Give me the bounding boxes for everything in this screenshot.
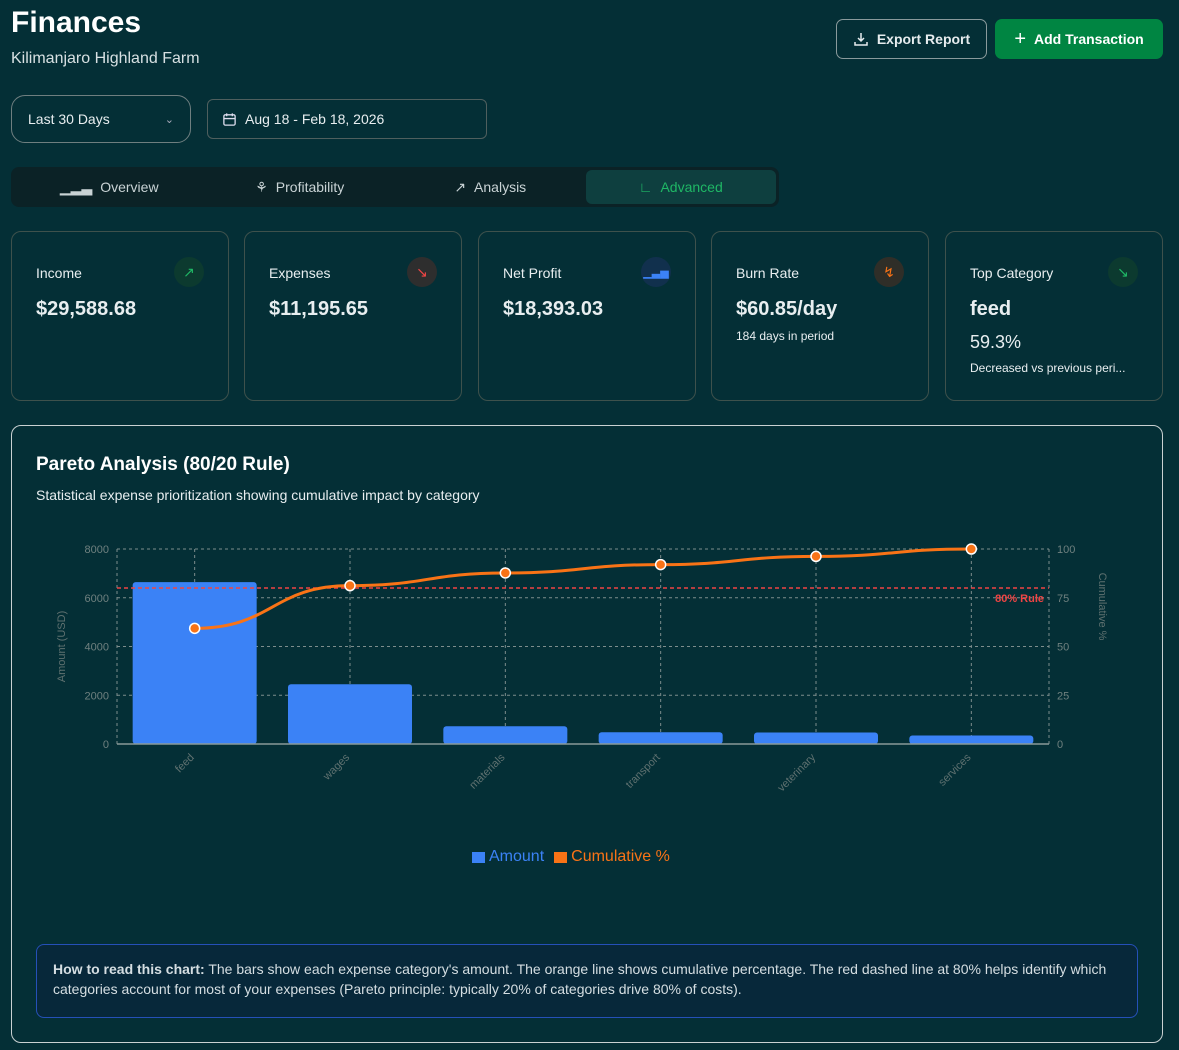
add-transaction-button[interactable]: + Add Transaction xyxy=(995,19,1163,59)
period-value: Last 30 Days xyxy=(28,111,110,127)
card-label: Income xyxy=(36,265,82,281)
line-chart-icon: ∟ xyxy=(638,179,653,195)
chevron-down-icon: ⌄ xyxy=(164,113,174,126)
tab-analysis[interactable]: ↗ Analysis xyxy=(395,170,586,204)
note-text: The bars show each expense category's am… xyxy=(53,961,1107,997)
card-subtext: 184 days in period xyxy=(736,329,835,343)
lightning-icon: ↯ xyxy=(874,257,904,287)
pareto-panel: Pareto Analysis (80/20 Rule) Statistical… xyxy=(11,425,1163,1043)
top-category-card: Top Category ↘ feed 59.3% Decreased vs p… xyxy=(945,231,1163,401)
tab-advanced[interactable]: ∟ Advanced xyxy=(585,170,776,204)
panel-title: Pareto Analysis (80/20 Rule) xyxy=(36,454,290,475)
tab-label: Advanced xyxy=(660,179,723,195)
period-select[interactable]: Last 30 Days ⌄ xyxy=(11,95,191,143)
x-tick-label: veterinary xyxy=(775,751,818,794)
x-tick-label: services xyxy=(936,751,973,788)
y-tick-label: 0 xyxy=(103,739,109,751)
bar-services xyxy=(909,735,1034,744)
y-tick-label: 2000 xyxy=(85,690,109,702)
plus-icon: + xyxy=(1014,27,1026,50)
card-value: $11,195.65 xyxy=(269,298,368,320)
panel-description: Statistical expense prioritization showi… xyxy=(36,487,480,503)
net-profit-card: Net Profit ▁▃▅ $18,393.03 xyxy=(478,231,696,401)
card-label: Burn Rate xyxy=(736,265,800,281)
bar-feed xyxy=(132,582,257,744)
tab-label: Analysis xyxy=(474,179,527,195)
export-report-button[interactable]: Export Report xyxy=(836,19,987,59)
tab-overview[interactable]: ▁▂▃ Overview xyxy=(14,170,205,204)
y2-tick-label: 50 xyxy=(1057,642,1069,654)
add-transaction-label: Add Transaction xyxy=(1034,31,1144,47)
bar-chart-icon: ▁▃▅ xyxy=(641,257,671,287)
card-value: $60.85/day xyxy=(736,298,838,320)
legend-amount: Amount xyxy=(472,848,544,866)
legend-cumulative: Cumulative % xyxy=(554,848,670,866)
bar-materials xyxy=(443,726,568,744)
trending-down-icon: ↘ xyxy=(407,257,437,287)
card-label: Expenses xyxy=(269,265,331,281)
download-icon xyxy=(854,33,868,46)
note-heading: How to read this chart: xyxy=(53,961,205,977)
y-tick-label: 4000 xyxy=(85,642,109,654)
farm-name: Kilimanjaro Highland Farm xyxy=(11,50,200,67)
date-range-value: Aug 18 - Feb 18, 2026 xyxy=(245,111,385,127)
x-tick-label: materials xyxy=(467,751,507,791)
y2-tick-label: 75 xyxy=(1057,593,1069,605)
y2-axis-title: Cumulative % xyxy=(1096,573,1108,641)
y2-tick-label: 0 xyxy=(1057,739,1063,751)
bar-chart-icon: ▁▂▃ xyxy=(59,178,93,195)
export-report-label: Export Report xyxy=(876,31,971,47)
cumulative-point-wages xyxy=(344,579,356,592)
y-tick-label: 6000 xyxy=(85,593,109,605)
calendar-icon xyxy=(223,112,236,126)
bar-transport xyxy=(598,732,723,744)
card-subtext: Decreased vs previous peri... xyxy=(970,361,1126,375)
cumulative-point-services xyxy=(965,543,978,555)
y-tick-label: 8000 xyxy=(85,544,109,556)
y2-tick-label: 100 xyxy=(1057,544,1075,556)
cumulative-point-feed xyxy=(188,622,201,635)
reference-line-label: 80% Rule xyxy=(995,593,1044,605)
tab-label: Overview xyxy=(100,179,159,195)
card-label: Top Category xyxy=(970,265,1054,281)
card-value: $18,393.03 xyxy=(503,298,604,320)
card-label: Net Profit xyxy=(503,265,562,281)
burn-rate-card: Burn Rate ↯ $60.85/day 184 days in perio… xyxy=(711,231,929,401)
cumulative-line xyxy=(194,547,972,630)
chart-legend: Amount Cumulative % xyxy=(472,848,670,866)
bar-veterinary xyxy=(754,732,878,744)
income-card: Income ↗ $29,588.68 xyxy=(11,231,229,401)
cumulative-point-transport xyxy=(654,558,667,571)
trending-up-icon: ↗ xyxy=(174,257,204,287)
trending-up-icon: ↗ xyxy=(454,178,467,195)
y2-tick-label: 25 xyxy=(1057,690,1069,702)
cumulative-point-veterinary xyxy=(810,550,822,563)
cumulative-point-materials xyxy=(499,567,512,579)
chart-help-note: How to read this chart: The bars show ea… xyxy=(36,944,1138,1018)
trending-down-icon: ↘ xyxy=(1108,257,1138,287)
x-tick-label: feed xyxy=(173,752,197,776)
card-value: feed xyxy=(970,298,1012,320)
tab-profitability[interactable]: ⚘ Profitability xyxy=(205,170,396,204)
card-percent: 59.3% xyxy=(970,332,1022,352)
card-value: $29,588.68 xyxy=(36,298,137,320)
page-title: Finances xyxy=(11,6,142,39)
tab-label: Profitability xyxy=(275,179,345,195)
expenses-card: Expenses ↘ $11,195.65 xyxy=(244,231,462,401)
y-axis-title: Amount (USD) xyxy=(56,611,68,683)
x-tick-label: wages xyxy=(320,751,352,783)
date-range-picker[interactable]: Aug 18 - Feb 18, 2026 xyxy=(207,99,487,139)
tab-bar: ▁▂▃ Overview ⚘ Profitability ↗ Analysis ∟ Ad… xyxy=(11,167,779,207)
x-tick-label: transport xyxy=(624,752,663,791)
pareto-chart: 0 2000 4000 6000 8000 0 25 50 75 100 feed wages mate… xyxy=(56,543,1108,794)
sprout-icon: ⚘ xyxy=(255,178,268,195)
bar-wages xyxy=(288,684,412,744)
